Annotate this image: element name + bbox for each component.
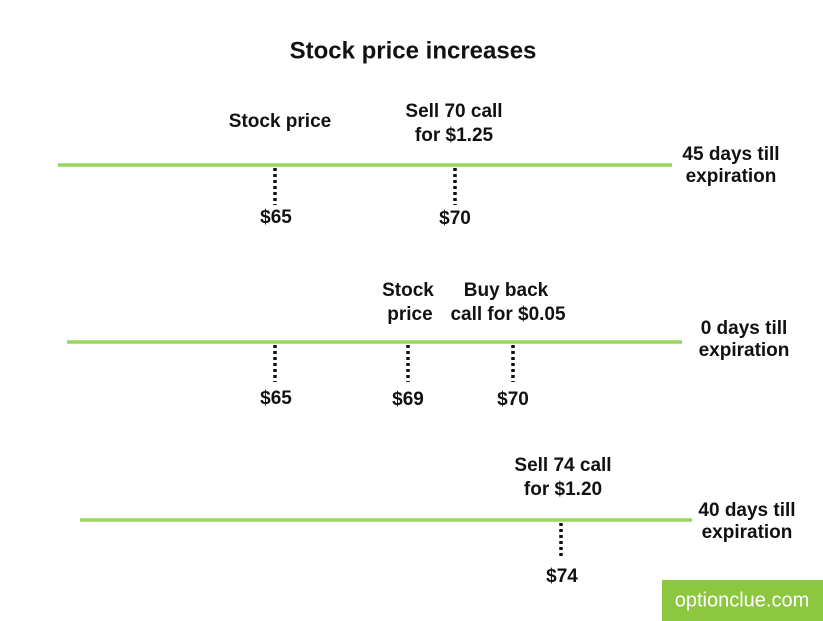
annotation: price — [387, 304, 432, 325]
title: Stock price increases — [290, 37, 537, 64]
tick-label: $70 — [439, 208, 471, 229]
annotation: Sell 70 call — [405, 101, 502, 122]
tick-label: $70 — [497, 389, 529, 410]
annotation: Stock price — [229, 111, 331, 132]
annotation: Stock — [382, 280, 434, 301]
annotation: for $1.25 — [415, 125, 494, 146]
tick-label: $65 — [260, 207, 292, 228]
tick-label: $69 — [392, 389, 424, 410]
annotation: Buy back — [464, 280, 549, 301]
annotation: for $1.20 — [524, 479, 602, 500]
side-label: 45 days till — [682, 144, 779, 165]
annotation: call for $0.05 — [450, 304, 566, 325]
side-label: expiration — [699, 340, 790, 361]
tick-label: $74 — [546, 566, 578, 587]
annotation: Sell 74 call — [514, 455, 611, 476]
watermark-box — [662, 580, 823, 621]
watermark: optionclue.com — [675, 589, 810, 611]
tick-label: $65 — [260, 388, 292, 409]
side-label: 0 days till — [701, 318, 788, 339]
side-label: 40 days till — [698, 500, 795, 521]
side-label: expiration — [702, 522, 793, 543]
side-label: expiration — [686, 166, 777, 187]
